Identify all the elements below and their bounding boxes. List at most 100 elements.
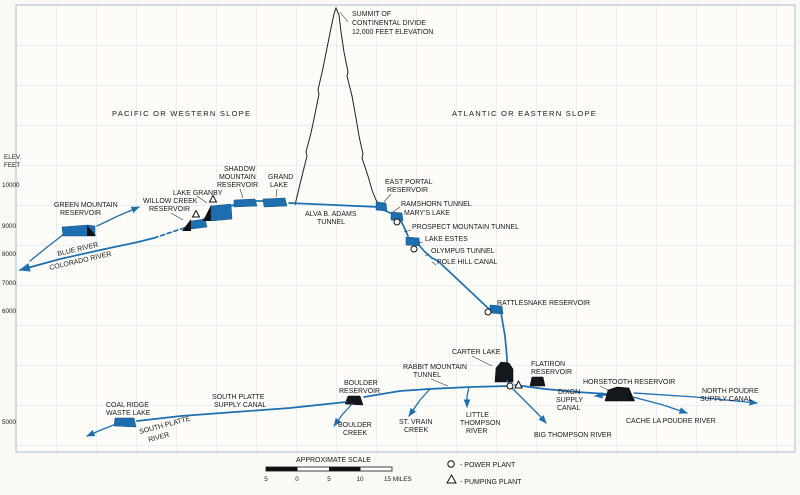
label-north-poudre-1: NORTH POUDRE bbox=[702, 388, 759, 395]
boulder-reservoir-shape bbox=[344, 395, 364, 406]
pole-hill-canal-line bbox=[437, 260, 490, 310]
label-willow-creek-1: WILLOW CREEK bbox=[143, 198, 198, 205]
rabbit-leader bbox=[430, 378, 449, 387]
boulder-creek-line bbox=[333, 403, 353, 427]
lake-granby-shape bbox=[210, 203, 233, 222]
scale-tick-5b: 5 bbox=[327, 476, 331, 483]
legend-pumping-plant-icon bbox=[446, 473, 457, 484]
label-pole-hill: POLE HILL CANAL bbox=[437, 259, 498, 266]
label-sp-canal-1: SOUTH PLATTE bbox=[212, 394, 265, 401]
ramshorn-leader bbox=[392, 206, 401, 213]
granby-leader bbox=[196, 195, 208, 204]
label-grand-2: LAKE bbox=[270, 182, 288, 189]
label-dixon-3: CANAL bbox=[557, 405, 580, 412]
scale-tick-15-miles: 15 MILES bbox=[384, 476, 412, 483]
shadow-leader bbox=[239, 188, 244, 199]
label-flatiron-2: RESERVOIR bbox=[531, 369, 572, 376]
leader-lines bbox=[170, 188, 609, 391]
granby-dam bbox=[203, 205, 211, 221]
label-st-vrain-2: CREEK bbox=[404, 427, 428, 434]
label-north-poudre-2: SUPPLY CANAL bbox=[700, 396, 752, 403]
horsetooth-dam bbox=[628, 388, 635, 401]
label-boulder-creek-2: CREEK bbox=[343, 430, 367, 437]
label-little-thompson-2: THOMPSON bbox=[460, 420, 500, 427]
blue-river-inflow-line bbox=[96, 206, 140, 227]
label-marys-lake: MARY'S LAKE bbox=[404, 210, 450, 217]
elev-tick-8000: 8000 bbox=[2, 251, 17, 258]
label-lake-estes: LAKE ESTES bbox=[425, 236, 468, 243]
olympus-tunnel-line bbox=[417, 243, 439, 262]
blue-river-outflow-line bbox=[29, 233, 65, 262]
mountain bbox=[294, 6, 381, 207]
grand-leader bbox=[275, 188, 278, 198]
scale-segment-2 bbox=[329, 467, 361, 471]
label-little-thompson-3: RIVER bbox=[466, 428, 487, 435]
label-feet: FEET bbox=[4, 162, 20, 169]
rabbit-mountain-tunnel-line bbox=[363, 385, 511, 398]
label-horsetooth: HORSETOOTH RESERVOIR bbox=[583, 379, 675, 386]
willow-creek-pumping-plant-icon bbox=[191, 209, 201, 218]
label-coal-ridge-2: WASTE LAKE bbox=[106, 410, 151, 417]
label-rattlesnake: RATTLESNAKE RESERVOIR bbox=[497, 300, 590, 307]
flatiron-power-plant-icon bbox=[506, 382, 514, 390]
label-boulder-creek-1: BOULDER bbox=[338, 422, 372, 429]
elev-tick-9000: 9000 bbox=[2, 223, 17, 230]
north-poudre-supply-canal-line bbox=[633, 392, 758, 406]
shadow-mountain-reservoir-shape bbox=[233, 198, 258, 208]
carter-lake-shape bbox=[494, 361, 514, 383]
label-grand-1: GRAND bbox=[268, 174, 293, 181]
label-willow-creek-2: RESERVOIR bbox=[149, 206, 190, 213]
label-summit-2: CONTINENTAL DIVIDE bbox=[352, 20, 426, 27]
label-st-vrain-1: ST. VRAIN bbox=[399, 419, 432, 426]
label-adams-1: ALVA B. ADAMS bbox=[305, 211, 357, 218]
elev-tick-5000: 5000 bbox=[2, 419, 17, 426]
scale-title: APPROXIMATE SCALE bbox=[296, 457, 371, 464]
river-dashed-segment bbox=[153, 228, 182, 239]
water-system-west bbox=[18, 194, 380, 272]
scale-tick-0: 0 bbox=[295, 476, 299, 483]
label-carter-lake: CARTER LAKE bbox=[452, 349, 501, 356]
mountain-outline bbox=[294, 6, 381, 207]
south-platte-supply-canal-line bbox=[136, 401, 347, 422]
cache-la-poudre-river-line bbox=[632, 396, 688, 414]
big-thompson-river-line bbox=[511, 387, 547, 424]
elev-tick-10000: 10000 bbox=[2, 182, 20, 189]
label-elev: ELEV. bbox=[4, 154, 22, 161]
label-western-slope: PACIFIC OR WESTERN SLOPE bbox=[112, 109, 251, 118]
adams-tunnel-line bbox=[288, 202, 380, 208]
prospect-tunnel-line bbox=[399, 218, 409, 237]
dixon-supply-canal-line bbox=[514, 384, 608, 395]
marys-lake-power-plant-icon bbox=[393, 218, 401, 226]
scale-tick-10: 10 bbox=[356, 476, 364, 483]
horsetooth-leader bbox=[599, 385, 609, 391]
label-summit-1: SUMMIT OF bbox=[352, 11, 391, 18]
label-ramshorn: RAMSHORN TUNNEL bbox=[401, 201, 472, 208]
label-shadow-3: RESERVOIR bbox=[217, 182, 258, 189]
label-east-portal-2: RESERVOIR bbox=[387, 187, 428, 194]
label-cache-la-poudre: CACHE LA POUDRE RIVER bbox=[626, 418, 716, 425]
label-dixon-2: SUPPLY bbox=[556, 397, 583, 404]
label-summit-3: 12,000 FEET ELEVATION bbox=[352, 29, 433, 36]
label-olympus: OLYMPUS TUNNEL bbox=[431, 248, 495, 255]
pole-hill-power-plant-icon bbox=[484, 308, 492, 316]
legend-pumping-plant-label: - PUMPING PLANT bbox=[460, 479, 522, 486]
dixon-canal-arrow bbox=[594, 391, 607, 399]
label-dixon-1: DIXON bbox=[558, 389, 580, 396]
label-green-mountain-1: GREEN MOUNTAIN bbox=[54, 202, 118, 209]
label-prospect: PROSPECT MOUNTAIN TUNNEL bbox=[412, 224, 519, 231]
carter-leader bbox=[471, 355, 493, 367]
label-shadow-2: MOUNTAIN bbox=[219, 174, 256, 181]
flatiron-pumping-plant-icon bbox=[514, 379, 523, 389]
flatiron-reservoir-shape bbox=[529, 376, 546, 387]
rattlesnake-to-carter-line bbox=[500, 312, 508, 367]
elev-tick-6000: 6000 bbox=[2, 308, 17, 315]
label-lake-granby: LAKE GRANBY bbox=[173, 190, 223, 197]
water-system-east bbox=[86, 201, 758, 437]
grand-lake-shape bbox=[262, 197, 288, 208]
east-portal-leader bbox=[383, 193, 392, 203]
label-big-thompson: BIG THOMPSON RIVER bbox=[534, 432, 612, 439]
estes-leader bbox=[417, 241, 424, 244]
colorado-river-line bbox=[18, 237, 155, 272]
label-shadow-1: SHADOW bbox=[224, 166, 256, 173]
